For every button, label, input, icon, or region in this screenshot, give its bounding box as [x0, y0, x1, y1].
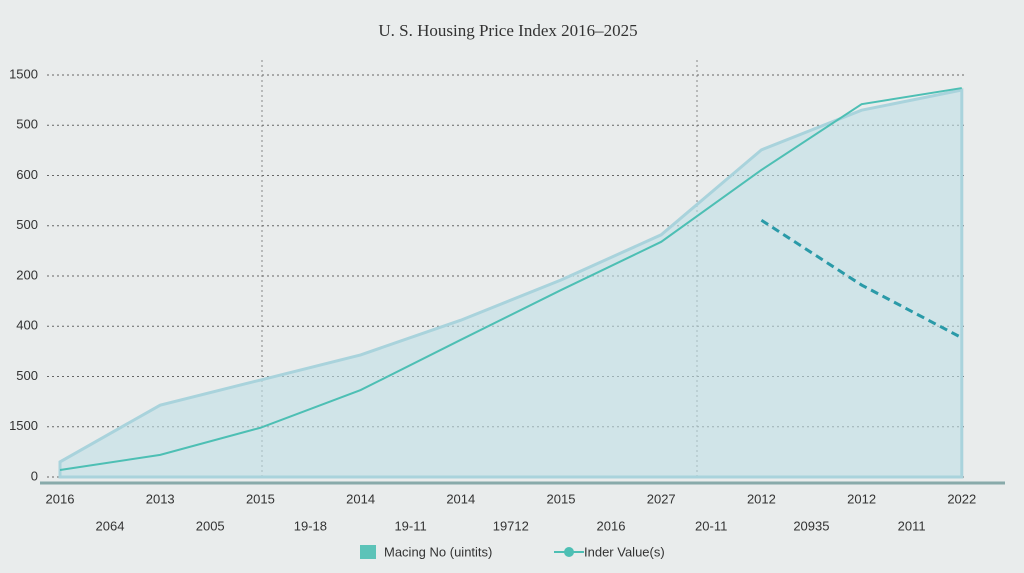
x-tick-label: 2012 — [847, 491, 876, 506]
legend-swatch — [564, 547, 574, 557]
x-sublabel: 2064 — [96, 518, 125, 533]
legend-label: Macing No (uintits) — [384, 544, 492, 559]
y-tick-label: 200 — [16, 267, 38, 282]
y-tick-label: 500 — [16, 117, 38, 132]
legend-swatch — [360, 545, 376, 559]
x-tick-label: 2027 — [647, 491, 676, 506]
x-tick-label: 2014 — [346, 491, 375, 506]
y-tick-label: 500 — [16, 368, 38, 383]
x-sublabel: 2016 — [597, 518, 626, 533]
y-tick-label: 400 — [16, 318, 38, 333]
y-tick-label: 600 — [16, 167, 38, 182]
line — [59, 87, 962, 471]
x-sublabel: 20935 — [793, 518, 829, 533]
y-tick-label: 500 — [16, 217, 38, 232]
y-tick-label: 0 — [31, 468, 38, 483]
x-tick-label: 2015 — [246, 491, 275, 506]
x-sublabel: 2011 — [898, 518, 926, 533]
x-sublabel: 20-11 — [695, 518, 727, 533]
legend-label: Inder Value(s) — [584, 544, 665, 559]
x-tick-label: 2013 — [146, 491, 175, 506]
y-tick-label: 1500 — [9, 418, 38, 433]
x-sublabel: 19-11 — [394, 518, 426, 533]
x-tick-label: 2015 — [547, 491, 576, 506]
x-tick-label: 2012 — [747, 491, 776, 506]
x-sublabel: 19712 — [493, 518, 529, 533]
dashed-line — [760, 218, 963, 340]
x-tick-label: 2014 — [446, 491, 475, 506]
y-tick-label: 1500 — [9, 66, 38, 81]
x-sublabel: 19-18 — [294, 518, 327, 533]
chart-title: U. S. Housing Price Index 2016–2025 — [378, 21, 637, 40]
x-sublabel: 2005 — [196, 518, 225, 533]
area — [58, 88, 964, 479]
x-tick-label: 2022 — [947, 491, 976, 506]
x-tick-label: 2016 — [46, 491, 75, 506]
